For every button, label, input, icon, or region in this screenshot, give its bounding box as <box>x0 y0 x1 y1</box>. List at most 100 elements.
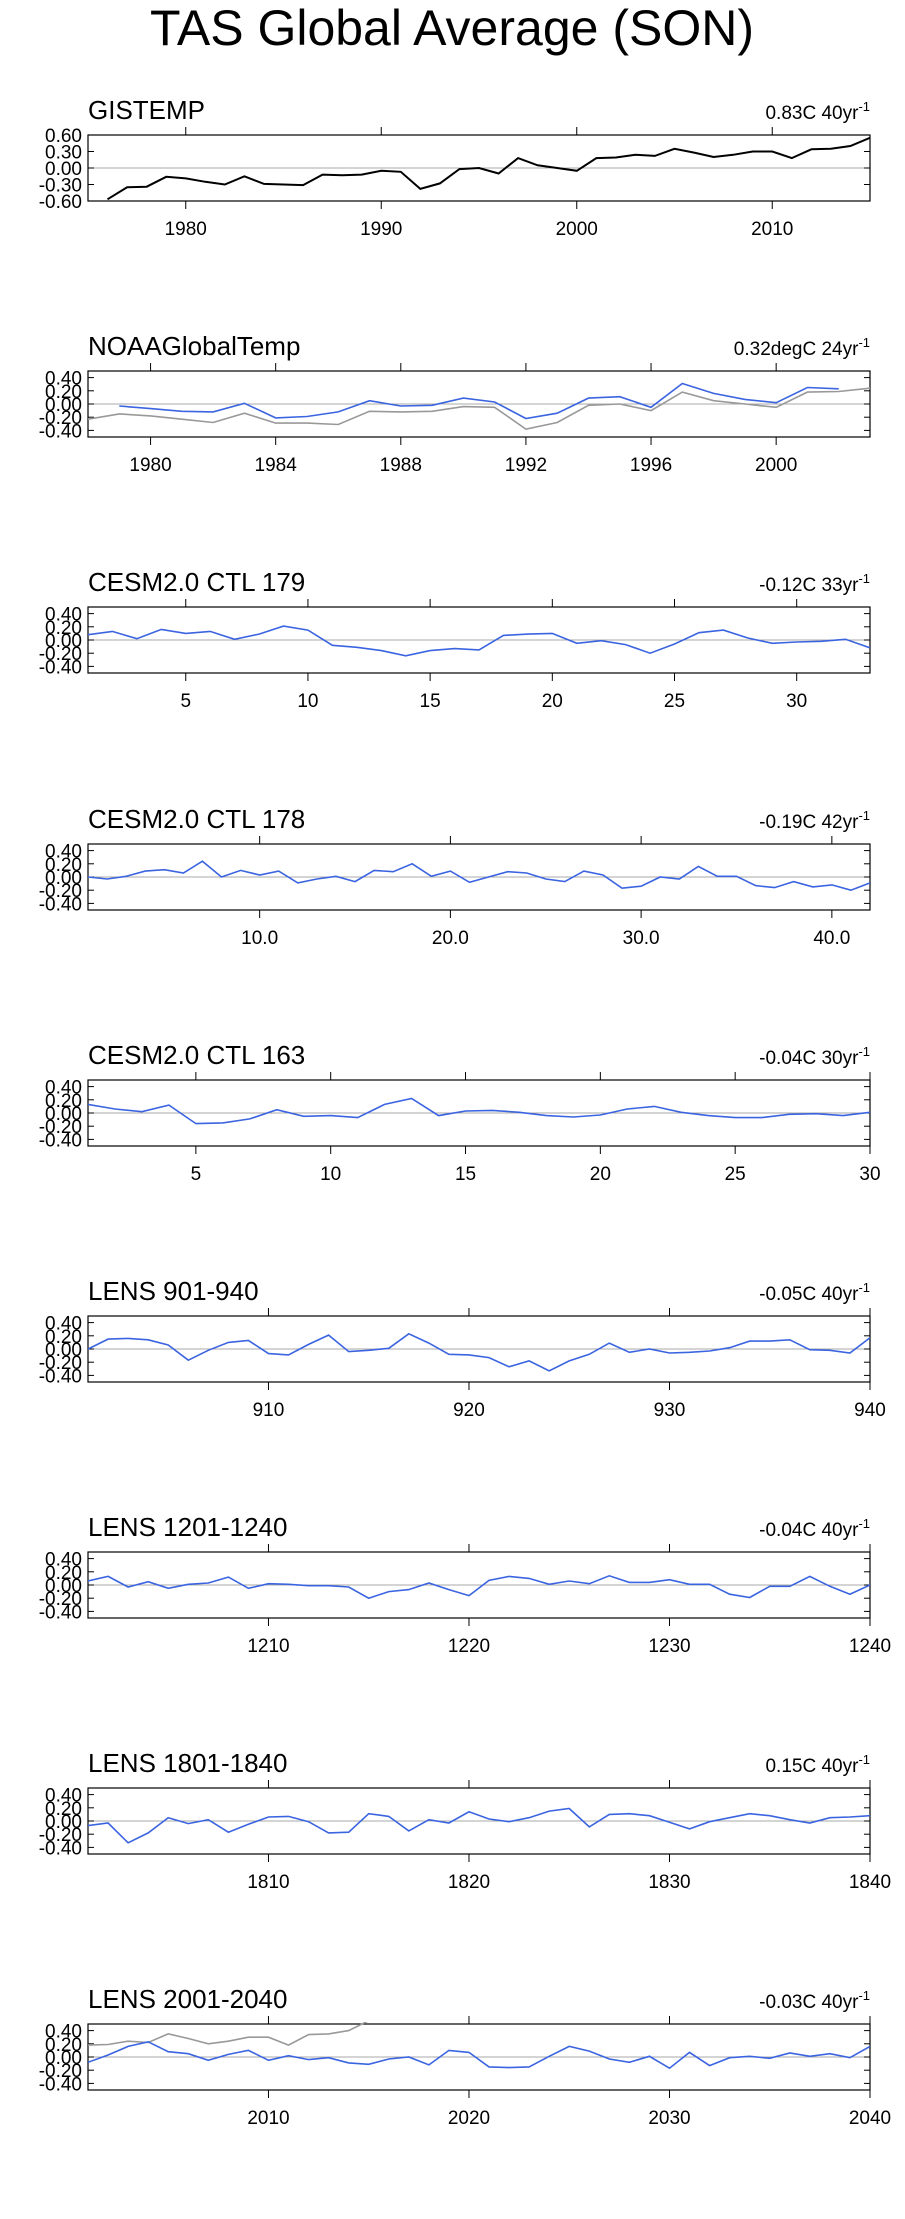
x-tick-label: 930 <box>654 1400 686 1421</box>
panel-3: CESM2.0 CTL 179 -0.12C 33yr-1-0.40-0.200.… <box>39 567 871 712</box>
x-tick-label: 1230 <box>648 1636 690 1657</box>
y-tick-label: 0.00 <box>45 159 82 180</box>
figure-title: TAS Global Average (SON) <box>150 0 754 56</box>
trend-value: -0.04C 40yr <box>759 1520 859 1541</box>
x-tick-label: 20 <box>590 1164 611 1185</box>
x-tick-label: 5 <box>180 691 191 712</box>
trend-label: -0.12C 33yr-1 <box>759 571 870 596</box>
y-tick-label: -0.40 <box>39 1130 82 1151</box>
trend-exponent: -1 <box>858 1516 870 1531</box>
series-line-reference <box>88 387 870 430</box>
x-tick-label: 1810 <box>247 1872 289 1893</box>
x-tick-label: 2020 <box>448 2108 490 2129</box>
x-tick-label: 25 <box>664 691 685 712</box>
trend-label: 0.83C 40yr-1 <box>765 99 870 124</box>
x-tick-label: 2010 <box>751 219 793 240</box>
x-tick-label: 2040 <box>849 2108 891 2129</box>
y-tick-label: 0.40 <box>45 842 82 863</box>
trend-value: 0.32degC 24yr <box>734 339 859 360</box>
trend-label: -0.05C 40yr-1 <box>759 1280 870 1305</box>
y-tick-label: -0.20 <box>39 644 82 665</box>
y-tick-label: 0.30 <box>45 143 82 164</box>
trend-exponent: -1 <box>858 1988 870 2003</box>
trend-label: -0.19C 42yr-1 <box>759 808 870 833</box>
trend-exponent: -1 <box>858 335 870 350</box>
y-tick-label: 0.40 <box>45 605 82 626</box>
y-tick-label: -0.40 <box>39 1366 82 1387</box>
panel-title: LENS 2001-2040 <box>88 1984 287 2014</box>
y-tick-label: -0.20 <box>39 1589 82 1610</box>
panel-title: GISTEMP <box>88 95 205 125</box>
y-tick-label: -0.30 <box>39 176 82 197</box>
trend-value: 0.83C 40yr <box>765 103 859 124</box>
y-tick-label: -0.40 <box>39 657 82 678</box>
y-tick-label: 0.40 <box>45 1786 82 1807</box>
x-tick-label: 1220 <box>448 1636 490 1657</box>
y-tick-label: -0.20 <box>39 408 82 429</box>
trend-label: -0.03C 40yr-1 <box>759 1988 870 2013</box>
x-tick-label: 1990 <box>360 219 402 240</box>
y-tick-label: 0.00 <box>45 1340 82 1361</box>
series-line-lens-901-940 <box>88 1332 870 1372</box>
x-tick-label: 30.0 <box>623 928 660 949</box>
panel-7: LENS 1201-1240 -0.04C 40yr-1 -0.40-0.200.0… <box>39 1512 891 1657</box>
x-tick-label: 920 <box>453 1400 485 1421</box>
x-tick-label: 1984 <box>255 455 298 476</box>
trend-value: -0.19C 42yr <box>759 812 859 833</box>
trend-exponent: -1 <box>858 1280 870 1295</box>
y-tick-label: 0.00 <box>45 395 82 416</box>
y-tick-label: 0.20 <box>45 2035 82 2056</box>
series-line-observed <box>88 2022 368 2046</box>
panel-9: LENS 2001-2040 -0.03C 40yr-1 -0.40-0.200.0… <box>39 1984 891 2129</box>
y-tick-label: 0.40 <box>45 1314 82 1335</box>
trend-label: 0.32degC 24yr-1 <box>734 335 870 360</box>
panel-2: NOAAGlobalTemp 0.32degC 24yr-1-0.40-0.200… <box>39 331 871 476</box>
x-tick-label: 1996 <box>630 455 672 476</box>
y-tick-label: 0.00 <box>45 868 82 889</box>
x-tick-label: 20 <box>542 691 563 712</box>
y-tick-label: -0.40 <box>39 1602 82 1623</box>
x-tick-label: 1840 <box>849 1872 891 1893</box>
series-line-ctl-163 <box>88 1097 870 1125</box>
y-tick-label: 0.40 <box>45 1550 82 1571</box>
trend-value: -0.03C 40yr <box>759 1992 859 2013</box>
y-tick-label: 0.00 <box>45 1812 82 1833</box>
x-tick-label: 1240 <box>849 1636 891 1657</box>
x-tick-label: 30 <box>859 1164 880 1185</box>
x-tick-label: 10.0 <box>241 928 278 949</box>
x-tick-label: 40.0 <box>813 928 850 949</box>
x-tick-label: 1988 <box>380 455 422 476</box>
panel-5: CESM2.0 CTL 163 -0.04C 30yr-1-0.40-0.200.… <box>39 1040 881 1185</box>
panel-title: LENS 1801-1840 <box>88 1748 287 1778</box>
trend-label: 0.15C 40yr-1 <box>765 1752 870 1777</box>
y-tick-label: 0.00 <box>45 631 82 652</box>
y-tick-label: 0.40 <box>45 369 82 390</box>
y-tick-label: 0.20 <box>45 1799 82 1820</box>
y-tick-label: 0.40 <box>45 2022 82 2043</box>
y-tick-label: -0.40 <box>39 894 82 915</box>
y-tick-label: -0.20 <box>39 881 82 902</box>
y-tick-label: 0.60 <box>45 126 82 147</box>
y-tick-label: 0.00 <box>45 1576 82 1597</box>
x-tick-label: 2010 <box>247 2108 289 2129</box>
x-tick-label: 1210 <box>247 1636 289 1657</box>
x-tick-label: 5 <box>191 1164 202 1185</box>
y-tick-label: -0.20 <box>39 1353 82 1374</box>
series-line-lens-2001-2040 <box>88 2040 870 2070</box>
y-tick-label: 0.20 <box>45 1563 82 1584</box>
trend-exponent: -1 <box>858 1752 870 1767</box>
y-tick-label: -0.20 <box>39 2061 82 2082</box>
series-line-ctl-179 <box>88 625 870 657</box>
y-tick-label: 0.00 <box>45 2048 82 2069</box>
x-tick-label: 10 <box>320 1164 341 1185</box>
panel-title: NOAAGlobalTemp <box>88 331 300 361</box>
x-tick-label: 2030 <box>648 2108 690 2129</box>
panels: GISTEMP 0.83C 40yr-1-0.60-0.300.000.300.6… <box>39 95 891 2129</box>
series-line-ctl-178 <box>88 860 870 892</box>
trend-value: 0.15C 40yr <box>765 1756 859 1777</box>
y-tick-label: -0.40 <box>39 2074 82 2095</box>
y-tick-label: -0.40 <box>39 421 82 442</box>
y-tick-label: -0.20 <box>39 1825 82 1846</box>
trend-exponent: -1 <box>858 571 870 586</box>
